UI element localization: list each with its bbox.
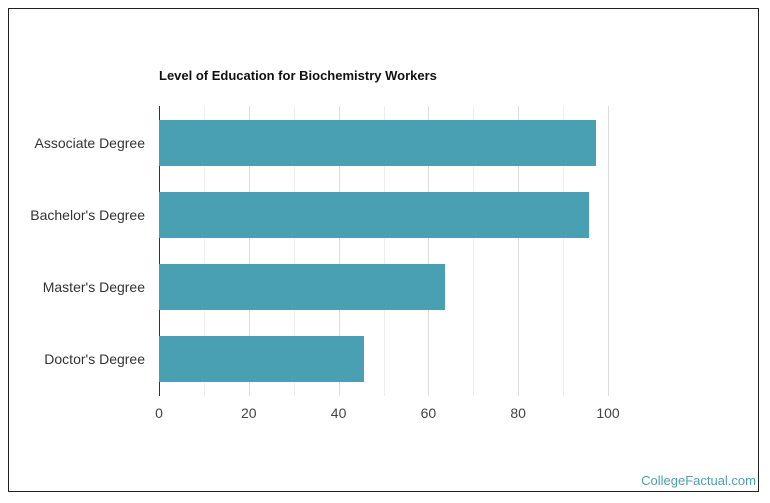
gridline <box>608 106 609 396</box>
category-label: Master's Degree <box>42 279 145 295</box>
category-label: Bachelor's Degree <box>30 207 145 223</box>
gridline <box>473 106 475 396</box>
x-tick-label: 40 <box>330 405 347 421</box>
x-tick-label: 60 <box>420 405 437 421</box>
category-label: Associate Degree <box>34 135 145 151</box>
bar[interactable] <box>159 192 590 238</box>
plot-area <box>159 106 609 396</box>
bar[interactable] <box>159 264 445 310</box>
gridline <box>518 106 520 396</box>
chart-title: Level of Education for Biochemistry Work… <box>159 68 437 83</box>
x-tick-label: 80 <box>510 405 526 421</box>
y-axis-line <box>159 106 160 396</box>
gridline <box>248 106 250 396</box>
x-tick-label: 20 <box>241 405 257 421</box>
bar[interactable] <box>159 120 596 166</box>
gridline <box>293 106 295 396</box>
category-label: Doctor's Degree <box>44 351 145 367</box>
gridline <box>428 106 430 396</box>
gridline <box>203 106 205 396</box>
gridline <box>383 106 385 396</box>
bar[interactable] <box>159 336 365 382</box>
gridline <box>338 106 340 396</box>
gridline <box>563 106 565 396</box>
x-tick-label: 0 <box>155 405 163 421</box>
credit-link[interactable]: CollegeFactual.com <box>641 473 756 488</box>
x-tick-label: 100 <box>596 405 620 421</box>
